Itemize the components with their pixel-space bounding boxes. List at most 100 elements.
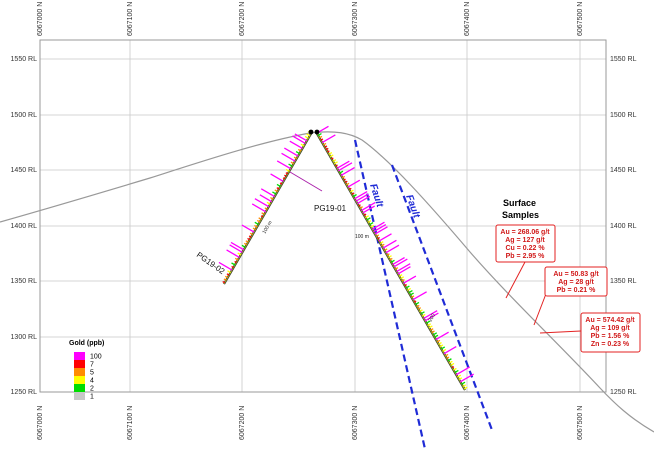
assay-bar — [380, 241, 384, 244]
assay-bar — [289, 140, 303, 150]
assay-bar — [401, 278, 405, 282]
assay-bar — [333, 161, 338, 165]
northing-top-label: 6067400 N — [464, 2, 471, 36]
assay-bar — [321, 134, 336, 144]
assay-bar — [282, 177, 286, 180]
assay-bar — [446, 356, 450, 359]
assay-bar — [241, 244, 246, 248]
assay-bar — [462, 384, 467, 388]
callout-1-line-2: Ag = 127 g/t — [505, 237, 545, 244]
assay-bar — [260, 188, 275, 198]
rl-left-label: 1250 RL — [11, 389, 38, 396]
assay-bar — [254, 221, 259, 226]
assay-bar — [347, 179, 361, 188]
surface-samples-title-1: Surface — [503, 198, 536, 208]
legend-swatch — [74, 384, 85, 392]
legend-label: 7 — [90, 362, 94, 369]
northing-top-labels: 6067000 N 6067100 N 6067200 N 6067300 N 6067… — [37, 2, 584, 36]
assay-bar — [338, 162, 353, 172]
assay-bar — [332, 159, 337, 162]
northing-bottom-label: 6067100 N — [127, 406, 134, 440]
assay-bar — [285, 172, 289, 175]
assay-bar — [434, 334, 439, 338]
northing-bottom-label: 6067300 N — [352, 406, 359, 440]
assay-bar — [260, 215, 264, 218]
assay-bar — [365, 215, 369, 219]
collar-pg19-01 — [314, 129, 320, 135]
assay-bar — [304, 135, 309, 139]
assay-bar — [431, 330, 435, 334]
assay-bar — [358, 204, 361, 207]
assay-bar — [261, 212, 265, 215]
assay-bar — [254, 224, 258, 228]
northing-bottom-label: 6067500 N — [577, 406, 584, 440]
assay-bar — [428, 325, 433, 329]
northing-bottom-label: 6067200 N — [239, 406, 246, 440]
assay-bar — [432, 332, 438, 336]
assay-bar — [362, 205, 375, 214]
assay-bar — [390, 259, 395, 263]
callout-box-2 — [544, 266, 608, 297]
assay-bar — [355, 193, 369, 202]
legend-swatch — [74, 368, 85, 376]
callout-box-3 — [580, 312, 641, 353]
assay-bar — [270, 173, 284, 182]
hole-core-pg19-02 — [223, 131, 313, 285]
assay-bar — [234, 257, 239, 261]
plot-frame — [39, 39, 607, 393]
callout-1-line-1: Au = 268.06 g/t — [500, 229, 550, 236]
assay-bar — [373, 224, 387, 233]
assay-bar — [367, 220, 372, 223]
assay-bar — [237, 252, 242, 256]
fault-line-2 — [390, 164, 494, 431]
assay-bar — [400, 276, 405, 280]
assay-bar — [422, 313, 426, 317]
assay-bar — [276, 187, 280, 190]
assay-bar — [352, 194, 357, 198]
callout-leader-3 — [539, 330, 582, 334]
assay-bar — [227, 270, 231, 274]
assay-bar — [382, 239, 397, 249]
northing-bottom-labels: 6067000 N 6067100 N 6067200 N 6067300 N 6067… — [37, 406, 584, 440]
northing-bottom-label: 6067000 N — [37, 406, 44, 440]
assay-bar — [461, 381, 466, 385]
legend-label: 2 — [90, 386, 94, 393]
assay-bar — [374, 226, 388, 235]
assay-bar — [385, 244, 400, 254]
assay-bar — [230, 241, 245, 251]
assay-bar — [378, 233, 392, 242]
legend-swatch — [74, 392, 85, 400]
assay-bar — [279, 182, 283, 185]
legend-label: 1 — [90, 394, 94, 401]
assay-bar — [370, 224, 375, 228]
legend-swatch — [74, 360, 85, 368]
rl-left-label: 1550 RL — [11, 56, 38, 63]
assay-bar — [396, 263, 411, 273]
fault-label-2: Fault — [403, 193, 422, 220]
callout-box-1 — [495, 224, 556, 263]
assay-bar — [404, 283, 407, 287]
assay-bar — [411, 295, 415, 298]
assay-bar — [384, 248, 388, 252]
northing-top-label: 6067000 N — [37, 2, 44, 36]
rl-right-label: 1350 RL — [610, 278, 637, 285]
northing-top-label: 6067100 N — [127, 2, 134, 36]
assay-bar — [325, 147, 329, 151]
callout-3-line-3: Pb = 1.56 % — [591, 333, 630, 340]
assay-bar — [329, 154, 334, 158]
assay-bar — [350, 189, 354, 193]
rl-right-label: 1550 RL — [610, 56, 637, 63]
assay-bar — [340, 167, 355, 176]
topography-line — [0, 131, 654, 433]
assay-bar — [417, 307, 422, 310]
assay-bar — [398, 274, 403, 277]
assay-bar — [413, 300, 417, 303]
callout-3-line-2: Ag = 109 g/t — [590, 325, 630, 332]
assay-bar — [405, 285, 410, 289]
assay-bar — [285, 168, 290, 172]
assay-bar — [276, 183, 281, 188]
assay-bar — [331, 157, 334, 160]
assay-bar — [327, 150, 330, 153]
assay-bar — [251, 203, 267, 213]
